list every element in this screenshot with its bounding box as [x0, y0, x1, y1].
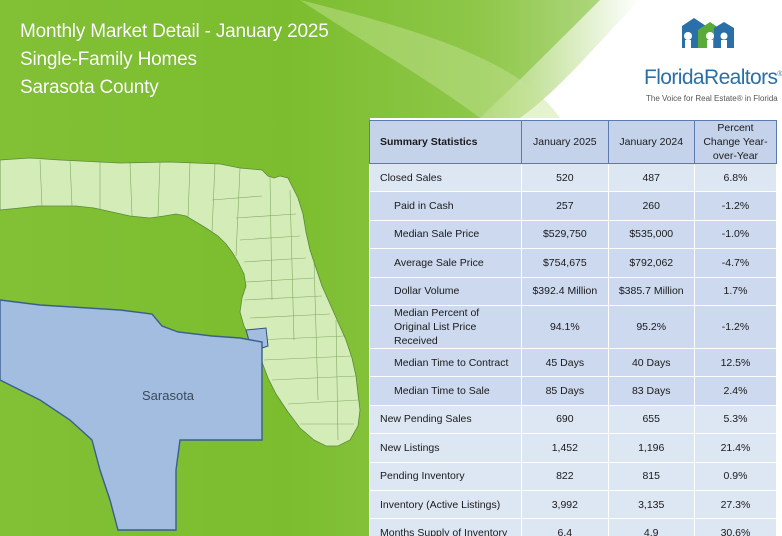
- table-row: Inventory (Active Listings) 3,992 3,135 …: [368, 489, 778, 520]
- header-january-2024: January 2024: [607, 120, 695, 164]
- county-borders: [39, 159, 359, 441]
- table-row: Closed Sales 520 487 6.8%: [368, 162, 778, 193]
- table-row: Average Sale Price $754,675 $792,062 -4.…: [368, 248, 778, 278]
- title-block: Monthly Market Detail - January 2025 Sin…: [20, 18, 329, 102]
- table-header-row: Summary Statistics January 2025 January …: [368, 120, 778, 164]
- header-january-2025: January 2025: [521, 120, 609, 164]
- table-row: Months Supply of Inventory 6.4 4.9 30.6%: [368, 518, 778, 536]
- logo-tagline: The Voice for Real Estate® in Florida: [646, 94, 778, 103]
- table-row: Dollar Volume $392.4 Million $385.7 Mill…: [368, 276, 778, 306]
- florida-state-shape: [0, 157, 361, 447]
- summary-statistics-table: Summary Statistics January 2025 January …: [368, 120, 778, 536]
- header-summary-statistics: Summary Statistics: [368, 120, 523, 164]
- table-row: Median Sale Price $529,750 $535,000 -1.0…: [368, 219, 778, 250]
- table-row: Median Percent of Original List Price Re…: [368, 304, 778, 349]
- table-row: Median Time to Sale 85 Days 83 Days 2.4%: [368, 376, 778, 406]
- florida-map: Sarasota: [0, 157, 361, 531]
- table-row: Paid in Cash 257 260 -1.2%: [368, 191, 778, 221]
- report-title: Monthly Market Detail - January 2025: [20, 21, 329, 42]
- property-type: Single-Family Homes: [20, 49, 197, 70]
- table-row: New Pending Sales 690 655 5.3%: [368, 404, 778, 435]
- sarasota-label: Sarasota: [142, 388, 195, 403]
- county-name: Sarasota County: [20, 77, 159, 98]
- logo-wordmark: FloridaRealtors®: [644, 66, 782, 89]
- sarasota-county-inset: [0, 299, 263, 531]
- table-row: Median Time to Contract 45 Days 40 Days …: [368, 347, 778, 378]
- houses-icon: [682, 18, 734, 48]
- florida-realtors-logo: [682, 18, 734, 48]
- table-row: New Listings 1,452 1,196 21.4%: [368, 433, 778, 463]
- table-row: Pending Inventory 822 815 0.9%: [368, 461, 778, 491]
- header-percent-change: Percent Change Year-over-Year: [693, 120, 778, 164]
